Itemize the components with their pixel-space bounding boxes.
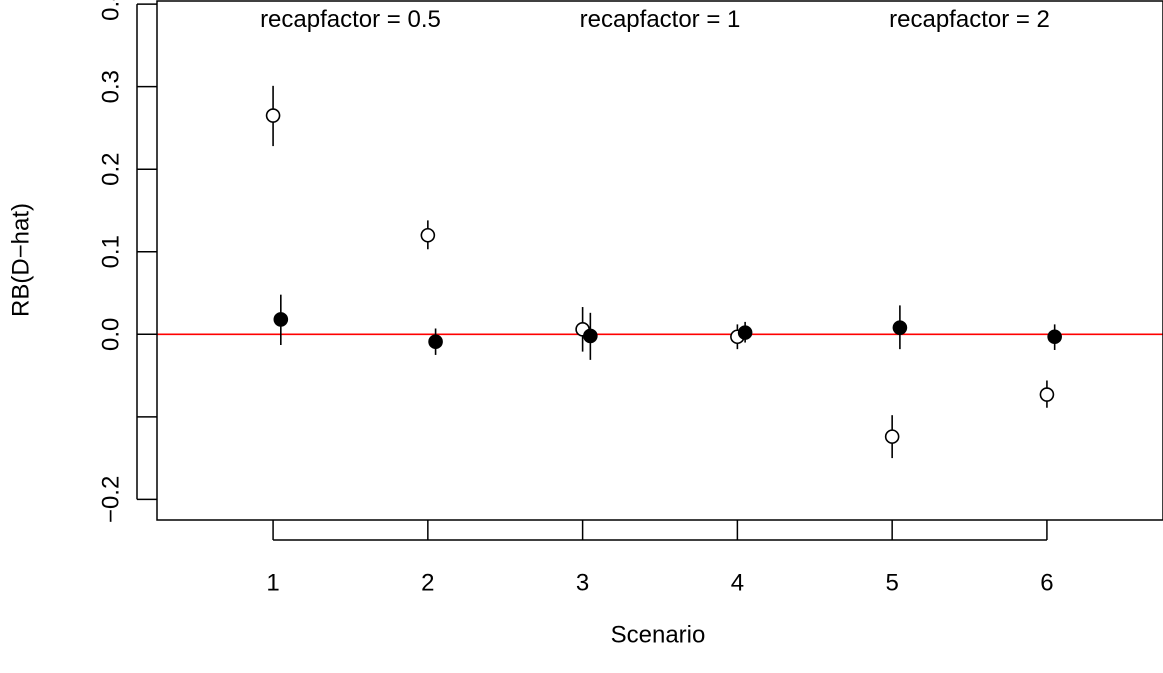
plot-area: recapfactor = 0.5 recapfactor = 1 recapfac… [156,0,1163,521]
y-axis-label: RB(D−hat) [7,203,34,317]
series-layer [265,85,1062,459]
y-tick-label: −0.2 [97,476,124,523]
plot-frame [156,0,1163,521]
filled-point [737,325,753,340]
series-filled [273,294,1062,360]
open-point [1039,387,1055,402]
x-tick-label: 3 [576,569,589,596]
open-point [884,429,900,444]
y-tick-label: 0.2 [97,153,124,186]
x-tick-label: 4 [731,569,744,596]
group-annotation: recapfactor = 2 [889,6,1050,33]
y-tick-label: 0.4 [97,0,124,21]
group-annotation: recapfactor = 0.5 [260,6,441,33]
x-tick-label: 6 [1040,569,1053,596]
filled-point [583,328,598,344]
group-annotation: recapfactor = 1 [580,6,741,33]
filled-point [1047,329,1062,345]
y-tick-label: 0.3 [97,70,124,103]
filled-point [428,334,443,350]
filled-point [892,320,908,335]
open-point [420,227,436,243]
x-tick-label: 5 [885,569,898,596]
x-tick-label: 2 [421,569,434,596]
y-tick-label: 0.1 [97,235,124,268]
x-axis: 1 2 3 4 5 6 [266,520,1054,596]
scenario-group-annotations: recapfactor = 0.5 recapfactor = 1 recapfac… [260,6,1050,33]
filled-point [273,312,289,327]
series-open [265,85,1055,459]
open-point [265,108,281,123]
y-tick-label: 0.0 [97,318,124,351]
x-tick-label: 1 [266,569,279,596]
y-axis: 0.0 0.1 0.2 0.3 0.4 −0.2 [97,0,157,523]
x-axis-label: Scenario [611,621,706,648]
